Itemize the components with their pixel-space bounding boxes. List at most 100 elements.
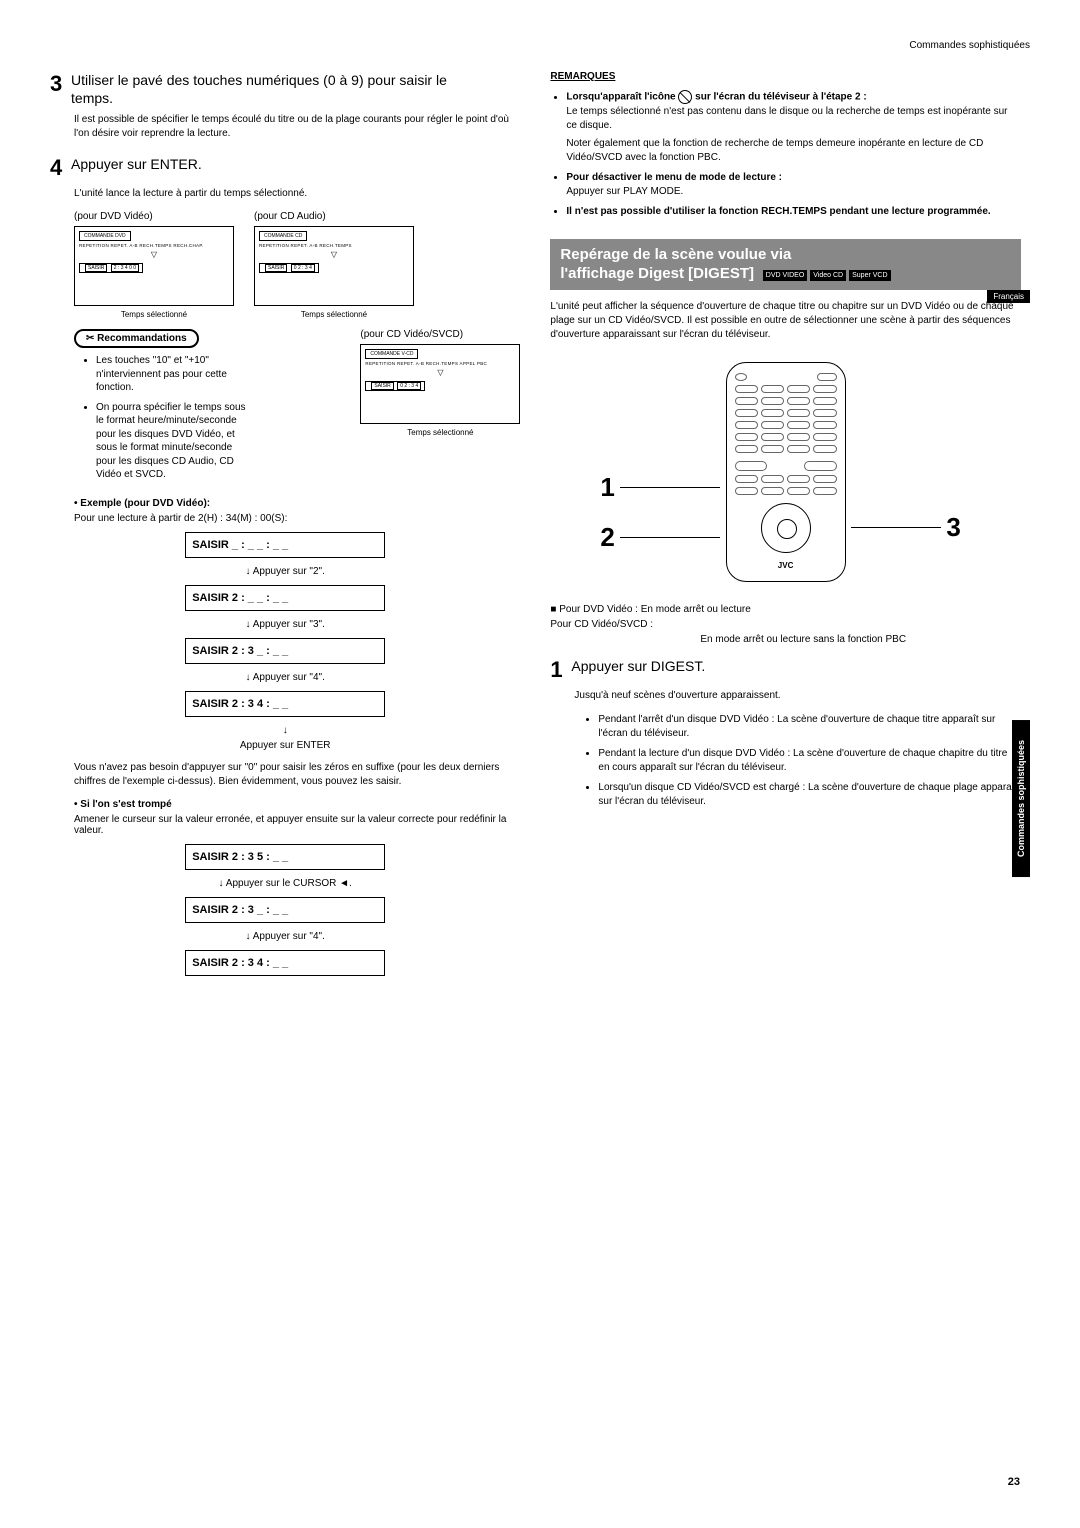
osd-panel: COMMANDE DVD REPETITION REPET. A-B RECH.… <box>74 226 234 306</box>
panel-header: COMMANDE DVD <box>79 231 131 241</box>
section-body: L'unité peut afficher la séquence d'ouve… <box>550 300 1020 342</box>
callout-2: 2 <box>600 522 614 553</box>
panel-label: (pour CD Vidéo/SVCD) <box>360 329 520 340</box>
badge-vcd: Video CD <box>810 270 846 281</box>
remarque-body: Le temps sélectionné n'est pas contenu d… <box>566 105 1020 133</box>
section-title-line1: Repérage de la scène voulue via <box>560 245 1010 265</box>
remote-control-icon: JVC <box>726 362 846 582</box>
saisir-box: SAISIR 2 : 3 _ : _ _ <box>185 638 385 664</box>
digest-item: Pendant la lecture d'un disque DVD Vidéo… <box>598 747 1020 775</box>
digest-item: Pendant l'arrêt d'un disque DVD Vidéo : … <box>598 713 1020 741</box>
step-title: Utiliser le pavé des touches numériques … <box>71 71 485 107</box>
step-number: 1 <box>550 657 562 683</box>
badge-dvd: DVD VIDEO <box>763 270 808 281</box>
step-number: 4 <box>50 155 62 181</box>
step-body: Jusqu'à neuf scènes d'ouverture apparais… <box>574 689 1020 703</box>
mistake-heading: • Si l'on s'est trompé <box>74 799 520 810</box>
digest-list: Pendant l'arrêt d'un disque DVD Vidéo : … <box>586 713 1020 809</box>
step-title: Appuyer sur DIGEST. <box>571 657 985 675</box>
side-tab: Commandes sophistiquées <box>1012 720 1030 877</box>
note-paragraph: Vous n'avez pas besoin d'appuyer sur "0"… <box>74 761 520 789</box>
remarque-bold: sur l'écran du téléviseur à l'étape 2 : <box>695 92 867 103</box>
step-body: Il est possible de spécifier le temps éc… <box>74 113 520 141</box>
panel-header: COMMANDE V-CD <box>365 349 418 359</box>
section-header-digest: Repérage de la scène voulue via l'affich… <box>550 239 1020 290</box>
reco-item: Les touches "10" et "+10" n'interviennen… <box>96 354 254 395</box>
remote-dpad-icon <box>761 503 811 553</box>
saisir-action: ↓ Appuyer sur "2". <box>50 566 520 577</box>
mode-line: En mode arrêt ou lecture sans la fonctio… <box>700 632 1020 647</box>
mistake-text: Amener le curseur sur la valeur erronée,… <box>74 814 520 836</box>
badge-svcd: Super VCD <box>849 270 890 281</box>
remarque-bold: Pour désactiver le menu de mode de lectu… <box>566 172 782 183</box>
panel-input: SAISIR 0 2 : 3 4 <box>365 381 425 391</box>
step-4: 4 Appuyer sur ENTER. L'unité lance la le… <box>50 155 520 201</box>
remarque-body: Appuyer sur PLAY MODE. <box>566 185 1020 199</box>
step-number: 3 <box>50 71 62 97</box>
saisir-action: ↓ Appuyer sur "4". <box>50 672 520 683</box>
saisir-arrow: ↓ <box>50 725 520 736</box>
saisir-box: SAISIR 2 : 3 4 : _ _ <box>185 691 385 717</box>
prohibit-icon <box>678 90 692 104</box>
panel-dvd: (pour DVD Vidéo) COMMANDE DVD REPETITION… <box>74 211 234 319</box>
panel-caption: Temps sélectionné <box>74 310 234 319</box>
panel-tabs: REPETITION REPET. A-B RECH.TEMPS APPEL P… <box>365 361 515 366</box>
reco-item: On pourra spécifier le temps sous le for… <box>96 401 254 482</box>
remarque-bold: Lorsqu'apparaît l'icône <box>566 92 675 103</box>
callout-line <box>620 487 720 488</box>
remarque-item: Pour désactiver le menu de mode de lectu… <box>566 171 1020 199</box>
recommendations-wrap: ✂ Recommandations Les touches "10" et "+… <box>50 329 520 488</box>
osd-panel: COMMANDE CD REPETITION REPET. A-B RECH.T… <box>254 226 414 306</box>
panel-label: (pour CD Audio) <box>254 211 414 222</box>
callout-1: 1 <box>600 472 614 503</box>
left-column: 3 Utiliser le pavé des touches numérique… <box>50 71 520 984</box>
callout-line <box>851 527 941 528</box>
panel-vcd: (pour CD Vidéo/SVCD) COMMANDE V-CD REPET… <box>360 329 520 437</box>
remarques-heading: REMARQUES <box>550 71 1020 82</box>
osd-panel: COMMANDE V-CD REPETITION REPET. A-B RECH… <box>360 344 520 424</box>
header-breadcrumb: Commandes sophistiquées <box>50 40 1030 51</box>
remarque-item: Lorsqu'apparaît l'icône sur l'écran du t… <box>566 90 1020 165</box>
saisir-box: SAISIR 2 : _ _ : _ _ <box>185 585 385 611</box>
mode-info: ■ Pour DVD Vidéo : En mode arrêt ou lect… <box>550 602 1020 647</box>
remarque-item: Il n'est pas possible d'utiliser la fonc… <box>566 205 1020 219</box>
saisir-box: SAISIR 2 : 3 4 : _ _ <box>185 950 385 976</box>
callout-3: 3 <box>946 512 960 543</box>
remarque-body: Noter également que la fonction de reche… <box>566 137 1020 165</box>
saisir-action: ↓ Appuyer sur "4". <box>50 931 520 942</box>
remarque-bold: Il n'est pas possible d'utiliser la fonc… <box>566 206 990 217</box>
panel-tabs: REPETITION REPET. A-B RECH.TEMPS RECH.CH… <box>79 243 229 248</box>
panel-input: SAISIR 2 : 3 4 0 0 <box>79 263 143 273</box>
page-number: 23 <box>1008 1476 1020 1488</box>
format-badges: DVD VIDEO Video CD Super VCD <box>763 270 891 281</box>
panel-input: SAISIR 0 2 : 3 4 <box>259 263 319 273</box>
saisir-box: SAISIR 2 : 3 5 : _ _ <box>185 844 385 870</box>
jvc-logo: JVC <box>735 561 837 570</box>
panel-cd: (pour CD Audio) COMMANDE CD REPETITION R… <box>254 211 414 319</box>
panel-row: (pour DVD Vidéo) COMMANDE DVD REPETITION… <box>74 211 520 319</box>
remote-diagram: 1 2 3 JVC <box>550 362 1020 582</box>
panel-caption: Temps sélectionné <box>254 310 414 319</box>
saisir-box: SAISIR _ : _ _ : _ _ <box>185 532 385 558</box>
language-badge: Français <box>987 290 1030 303</box>
step-body: L'unité lance la lecture à partir du tem… <box>74 187 520 201</box>
step-title: Appuyer sur ENTER. <box>71 155 485 173</box>
panel-tabs: REPETITION REPET. A-B RECH.TEMPS <box>259 243 409 248</box>
panel-caption: Temps sélectionné <box>360 428 520 437</box>
digest-item: Lorsqu'un disque CD Vidéo/SVCD est charg… <box>598 781 1020 809</box>
example-heading: • Exemple (pour DVD Vidéo): <box>74 498 520 509</box>
step-1-digest: 1 Appuyer sur DIGEST. Jusqu'à neuf scène… <box>550 657 1020 703</box>
remarques-list: Lorsqu'apparaît l'icône sur l'écran du t… <box>550 90 1020 219</box>
saisir-action: Appuyer sur ENTER <box>50 740 520 751</box>
example-text: Pour une lecture à partir de 2(H) : 34(M… <box>74 513 520 524</box>
panel-header: COMMANDE CD <box>259 231 307 241</box>
step-3: 3 Utiliser le pavé des touches numérique… <box>50 71 520 141</box>
callout-line <box>620 537 720 538</box>
saisir-action: ↓ Appuyer sur "3". <box>50 619 520 630</box>
saisir-box: SAISIR 2 : 3 _ : _ _ <box>185 897 385 923</box>
recommendations-list: Les touches "10" et "+10" n'interviennen… <box>84 354 254 482</box>
section-title-line2: l'affichage Digest [DIGEST] <box>560 265 754 282</box>
recommendations-label: ✂ Recommandations <box>74 329 199 348</box>
panel-label: (pour DVD Vidéo) <box>74 211 234 222</box>
right-column: REMARQUES Lorsqu'apparaît l'icône sur l'… <box>550 71 1020 984</box>
